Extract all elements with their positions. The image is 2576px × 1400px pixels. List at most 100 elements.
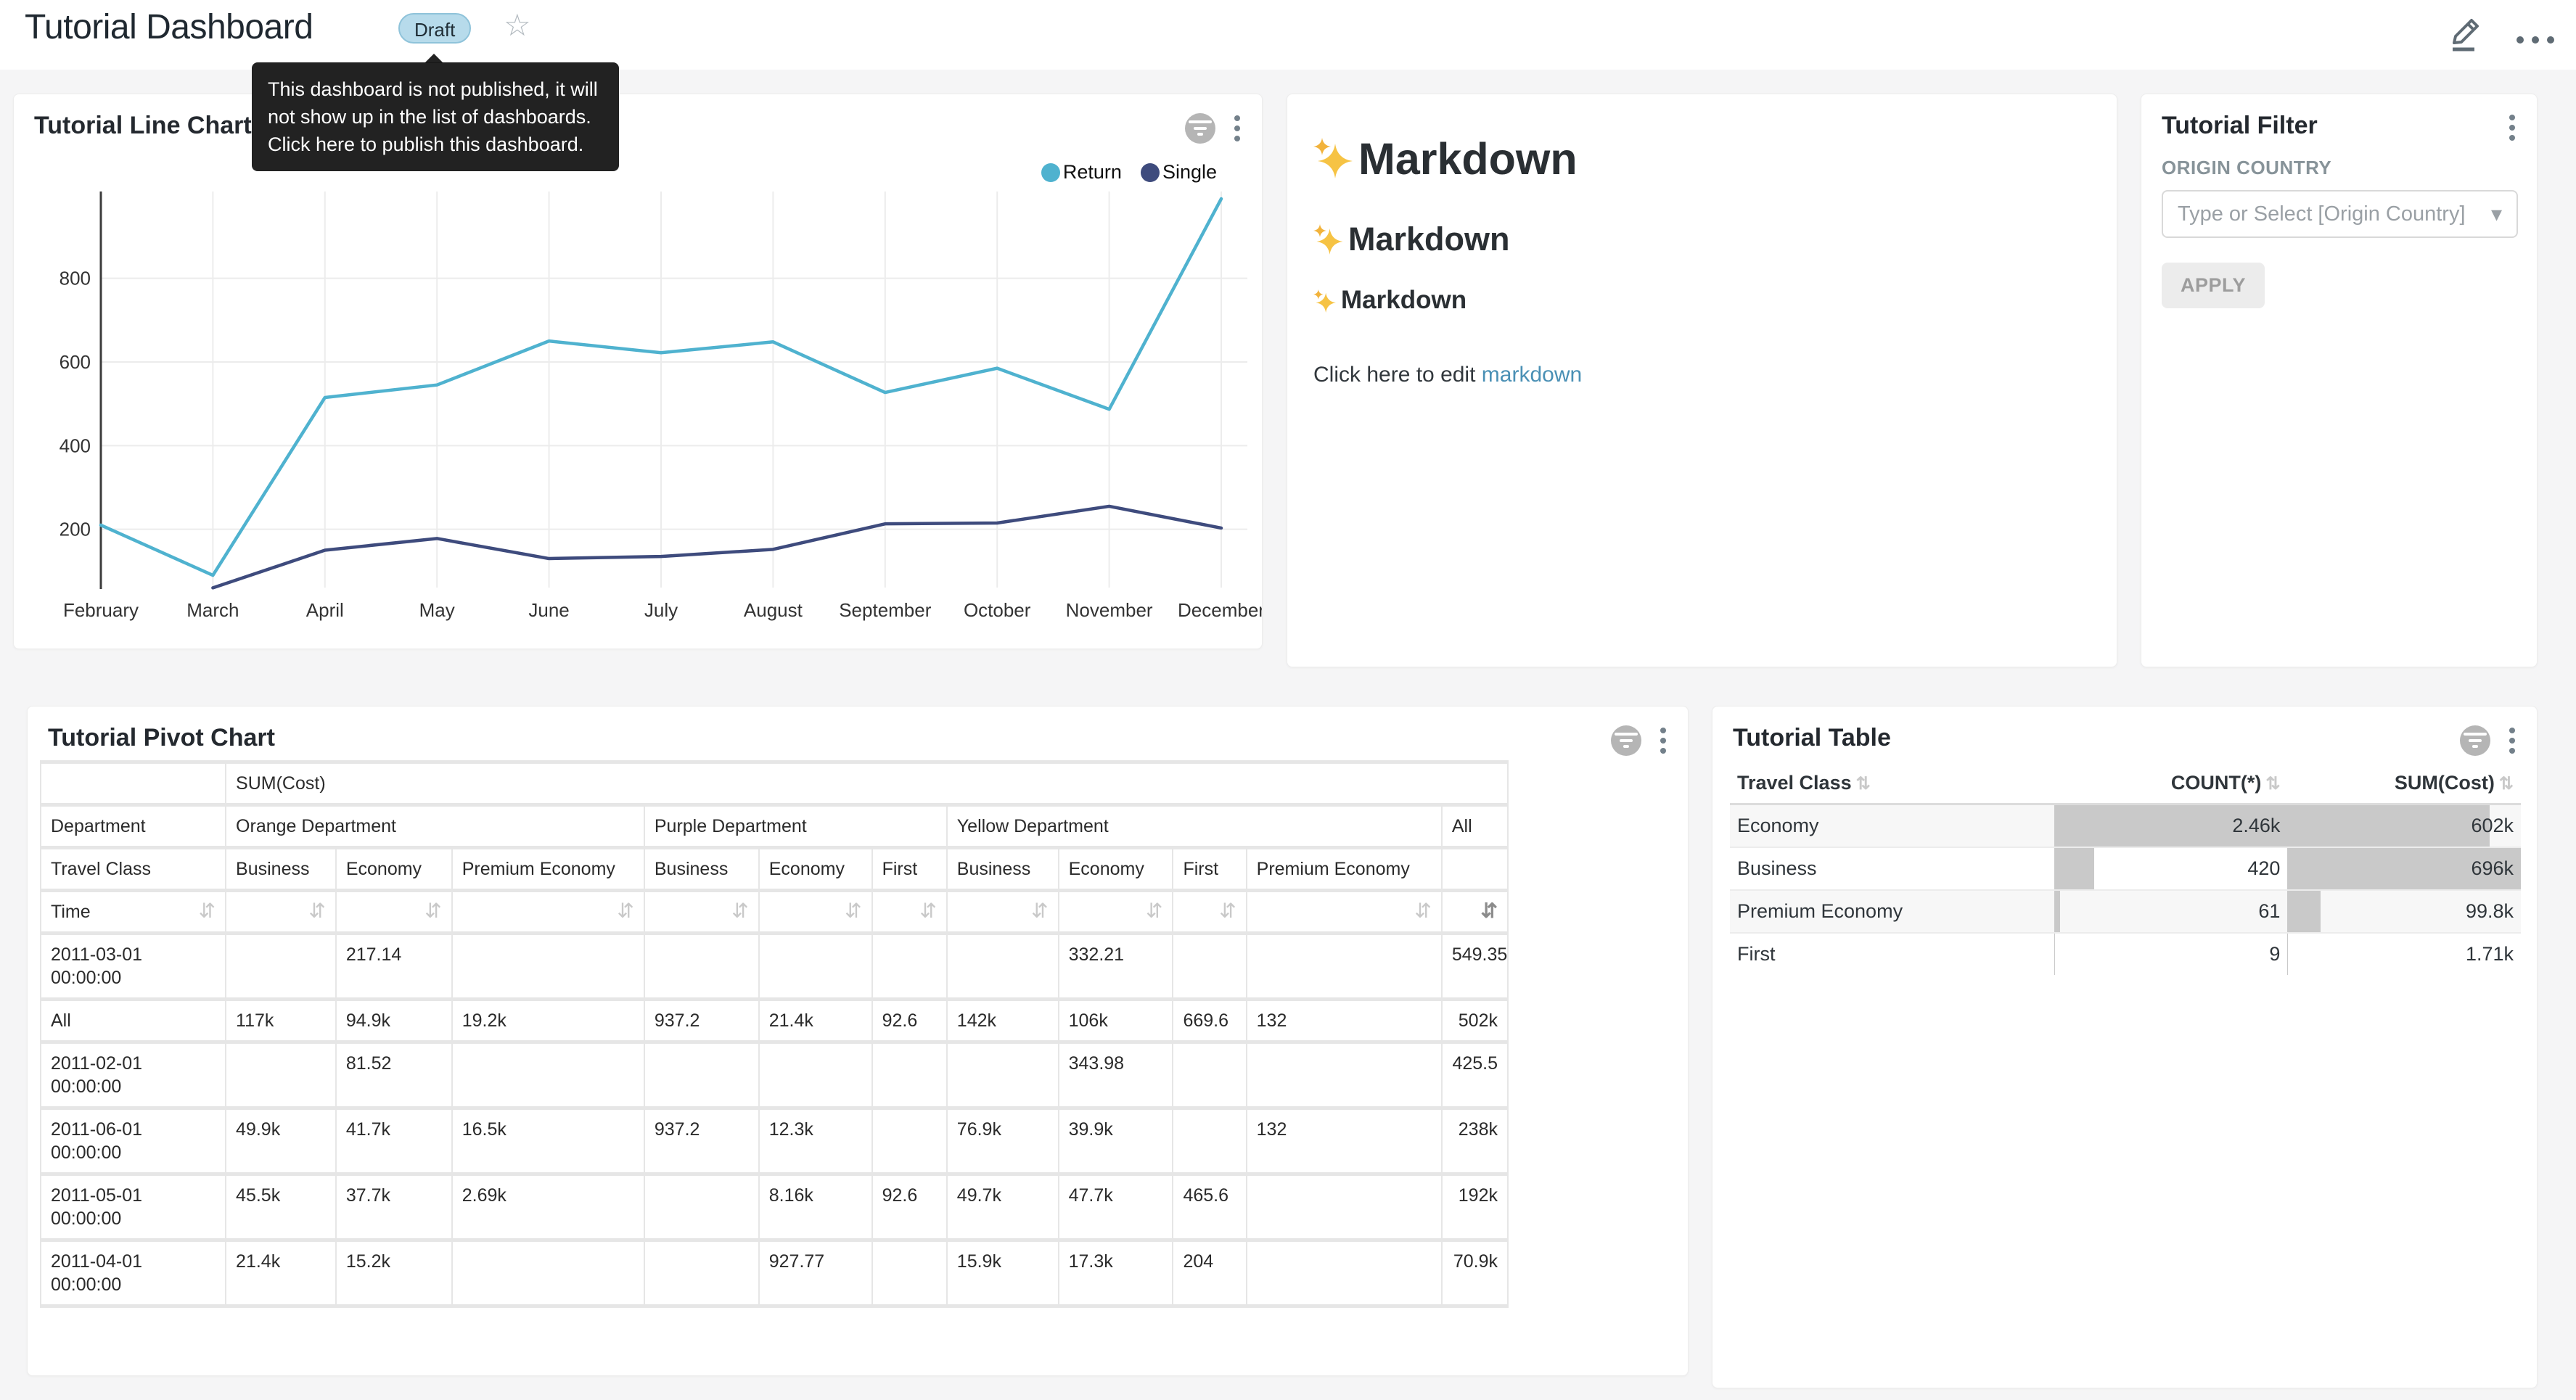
sort-icon[interactable]: ⇵	[919, 899, 937, 922]
svg-text:600: 600	[60, 351, 91, 373]
sort-icon[interactable]: ⇵	[424, 899, 442, 922]
filter-panel-title: Tutorial Filter	[2162, 112, 2318, 139]
pivot-cell	[1247, 1176, 1443, 1238]
legend-item[interactable]: Single	[1140, 161, 1217, 184]
filter-badge-icon[interactable]	[1611, 725, 1641, 756]
pivot-cell	[1173, 1044, 1247, 1106]
pivot-row: 2011-04-01 00:00:00 21.4k 15.2k 927.77 15.9k…	[40, 1242, 1509, 1304]
pivot-cell: 70.9k	[1442, 1242, 1509, 1304]
pivot-cell	[1173, 1110, 1247, 1172]
draft-badge[interactable]: Draft	[398, 13, 472, 44]
markdown-link[interactable]: markdown	[1481, 363, 1583, 387]
kebab-icon[interactable]	[2508, 113, 2516, 142]
pivot-cell: 132	[1247, 1110, 1443, 1172]
column-header-0[interactable]: Travel Class ⇅	[1730, 763, 2054, 805]
publish-tooltip: This dashboard is not published, it will…	[252, 54, 619, 171]
markdown-h1: Markdown	[1313, 133, 2091, 189]
pivot-cell: 12.3k	[759, 1110, 873, 1172]
pivot-sort-cell: ⇵	[336, 892, 453, 931]
table-panel: Tutorial Table Travel Class ⇅ COUNT(*) ⇅ SUM…	[1712, 706, 2538, 1388]
data-table-body: Economy 2.46k 602k Business 420 696k Premium E…	[1730, 803, 2521, 975]
column-header-1[interactable]: COUNT(*) ⇅	[2054, 763, 2288, 805]
pivot-cell: 37.7k	[336, 1176, 453, 1238]
pivot-cell: 502k	[1442, 1001, 1509, 1040]
pivot-cell: 8.16k	[759, 1176, 873, 1238]
sort-icon[interactable]: ⇵	[617, 899, 634, 922]
cell-bar	[2287, 934, 2289, 975]
cell-bar	[2054, 848, 2094, 889]
svg-text:October: October	[964, 599, 1031, 621]
pivot-table-body: SUM(Cost) Department Orange Department Purp…	[40, 764, 1509, 1304]
sum-cell: 696k	[2287, 847, 2521, 890]
pivot-cell: 49.7k	[947, 1176, 1059, 1238]
legend-item[interactable]: Return	[1041, 161, 1122, 184]
pivot-cell: 332.21	[1059, 935, 1174, 997]
pivot-cell: 76.9k	[947, 1110, 1059, 1172]
pivot-cell: 927.77	[759, 1242, 873, 1304]
travel-class-cell: Economy	[1730, 803, 2054, 847]
sort-icon[interactable]: ⇵	[308, 899, 326, 922]
pivot-cell	[644, 1242, 760, 1304]
pivot-class-header: Business	[226, 849, 337, 889]
svg-text:June: June	[528, 599, 569, 621]
kebab-icon[interactable]	[1659, 726, 1668, 755]
pivot-sort-cell: ⇵	[644, 892, 760, 931]
data-table-header-row: Travel Class ⇅ COUNT(*) ⇅ SUM(Cost) ⇅	[1730, 763, 2521, 805]
pivot-row-header: 2011-03-01 00:00:00	[40, 935, 227, 997]
svg-text:December: December	[1178, 599, 1262, 621]
filter-badge-icon[interactable]	[2460, 725, 2490, 756]
sort-icon[interactable]: ⇵	[198, 899, 216, 922]
sort-icon[interactable]: ⇵	[1146, 899, 1163, 922]
pivot-cell	[872, 1242, 948, 1304]
pivot-cell	[1247, 1044, 1443, 1106]
pivot-cell: 2.69k	[452, 1176, 645, 1238]
pivot-cell: 549.35	[1442, 935, 1509, 997]
pivot-sort-cell: ⇵	[452, 892, 645, 931]
sort-icon[interactable]: ⇵	[1219, 899, 1236, 922]
pivot-row-header: 2011-05-01 00:00:00	[40, 1176, 227, 1238]
pivot-group-header: Yellow Department	[947, 807, 1443, 846]
filter-badge-icon[interactable]	[1185, 113, 1215, 144]
travel-class-cell: Business	[1730, 847, 2054, 890]
markdown-panel: Markdown Markdown Markdown Click here to…	[1287, 94, 2117, 667]
svg-text:March: March	[186, 599, 239, 621]
sort-desc-active-icon[interactable]: ⇵	[1480, 899, 1498, 922]
svg-text:November: November	[1066, 599, 1153, 621]
kebab-icon[interactable]	[1233, 114, 1242, 143]
edit-icon[interactable]	[2447, 12, 2485, 57]
line-chart-panel: Tutorial Line Chart Return Single 200 400 6…	[13, 94, 1263, 649]
pivot-chart-title: Tutorial Pivot Chart	[48, 724, 275, 752]
pivot-travel-class-label: Travel Class	[40, 849, 227, 889]
pivot-all-header: All	[1442, 807, 1509, 846]
pivot-class-header: Economy	[759, 849, 873, 889]
ellipsis-icon[interactable]	[2516, 26, 2554, 44]
pivot-row: Time ⇵ ⇵ ⇵ ⇵ ⇵ ⇵ ⇵ ⇵ ⇵ ⇵ ⇵ ⇵	[40, 892, 1509, 931]
table-row: Economy 2.46k 602k	[1730, 803, 2521, 847]
chart-legend: Return Single	[1041, 161, 1217, 184]
pivot-cell	[947, 1044, 1059, 1106]
legend-dot-icon	[1041, 162, 1060, 182]
pivot-cell	[452, 1044, 645, 1106]
top-header: Tutorial Dashboard Draft ☆	[0, 0, 2576, 70]
kebab-icon[interactable]	[2508, 726, 2516, 755]
sort-icon[interactable]: ⇵	[845, 899, 862, 922]
sort-icon: ⇅	[2265, 774, 2281, 794]
sort-icon[interactable]: ⇵	[1414, 899, 1432, 922]
pivot-class-header: Premium Economy	[452, 849, 645, 889]
pivot-class-header: Economy	[336, 849, 453, 889]
star-icon[interactable]: ☆	[504, 8, 531, 42]
pivot-cell: 117k	[226, 1001, 337, 1040]
pivot-cell	[759, 1044, 873, 1106]
origin-country-select[interactable]: Type or Select [Origin Country] ▾	[2162, 190, 2518, 238]
column-header-2[interactable]: SUM(Cost) ⇅	[2287, 763, 2521, 805]
markdown-h3: Markdown	[1313, 286, 2091, 319]
legend-dot-icon	[1140, 162, 1160, 182]
pivot-class-header: Business	[644, 849, 760, 889]
pivot-sort-cell: ⇵	[1059, 892, 1174, 931]
table-row: Premium Economy 61 99.8k	[1730, 889, 2521, 933]
count-cell: 9	[2054, 932, 2288, 975]
sort-icon[interactable]: ⇵	[1031, 899, 1049, 922]
apply-button[interactable]: APPLY	[2162, 263, 2265, 308]
pivot-cell: 49.9k	[226, 1110, 337, 1172]
sort-icon[interactable]: ⇵	[731, 899, 749, 922]
